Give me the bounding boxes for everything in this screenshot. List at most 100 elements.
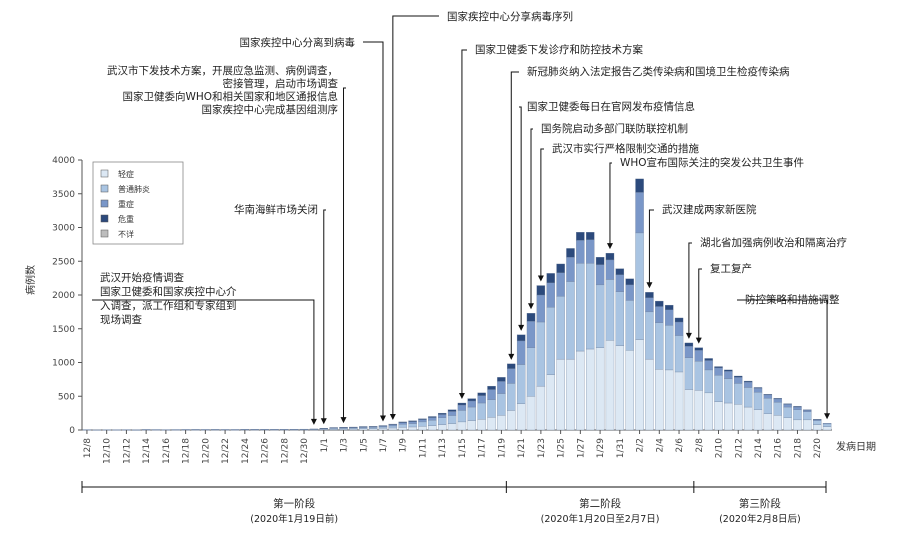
x-tick-label: 12/10 [103,438,113,464]
bar-轻症-1/23 [536,385,546,431]
annotation-leader-1/3 [343,87,346,420]
bar-危重-1/24 [546,273,555,283]
annotation-arrow-2/7 [685,332,692,339]
bar-普通肺炎-1/11 [418,421,427,427]
annotation-arrow-1/30 [606,243,613,250]
annotation-text-1/3: 密接管理，启动市场调查 [223,77,339,90]
legend-swatch-危重 [100,214,109,223]
bar-普通肺炎-2/1 [625,300,634,351]
phase-title: 第三阶段 [739,497,781,510]
annotation-arrow-1/3 [340,417,347,424]
annotation-arrow-2/8 [695,337,702,344]
x-tick-label: 2/12 [734,438,744,458]
annotation-leader-1/22 [530,128,533,306]
annotation-leader-1/21 [519,106,522,327]
bar-危重-2/4 [655,300,664,307]
bar-轻症-1/31 [615,345,625,431]
bar-危重-2/10 [714,366,723,369]
bar-轻症-2/16 [773,414,782,431]
bar-重症-2/12 [734,377,743,384]
bar-危重-1/17 [477,392,486,396]
y-tick-label: 0 [69,426,75,436]
x-tick-label: 2/14 [754,438,764,458]
bar-重症-1/26 [566,257,575,282]
bar-危重-1/19 [497,377,506,382]
bar-重症-2/10 [714,367,723,376]
annotation-arrow-1/23 [537,275,544,282]
annotation-leader-2/3 [648,209,654,285]
x-tick-label: 1/11 [418,438,428,458]
bar-重症-2/18 [793,406,802,410]
bar-重症-12/11 [112,429,121,431]
bar-轻症-2/15 [763,413,773,431]
bar-危重-2/15 [763,394,773,396]
bar-轻症-2/11 [724,402,733,431]
bar-轻症-1/12 [428,425,437,431]
bar-重症-1/25 [556,272,565,297]
x-tick-label: 1/15 [458,438,468,458]
bar-危重-1/6 [368,426,378,427]
x-tick-label: 12/20 [201,438,211,464]
bar-危重-2/7 [684,342,694,347]
bar-危重-1/25 [556,263,565,273]
bar-重症-12/22 [220,429,230,431]
x-tick-label: 12/22 [221,438,231,464]
bar-危重-2/5 [664,304,674,310]
bar-重症-1/18 [487,389,496,400]
bar-重症-1/9 [398,422,407,425]
bar-轻症-1/7 [378,428,388,431]
bar-普通肺炎-2/12 [734,383,743,405]
bar-重症-2/15 [763,394,773,399]
bar-普通肺炎-1/14 [447,415,457,424]
bar-轻症-1/5 [359,428,368,431]
bar-重症-1/10 [408,421,417,424]
x-tick-label: 1/5 [359,438,369,452]
bar-危重-1/26 [566,248,575,258]
bar-重症-2/8 [694,350,703,362]
bar-危重-1/18 [487,385,496,390]
phase-subtitle: (2020年1月20日至2月7日) [541,513,660,525]
bar-普通肺炎-1/7 [378,426,388,429]
bar-危重-1/10 [408,420,417,422]
annotation-arrow-2/3 [646,282,653,289]
bar-重症-2/16 [773,398,782,403]
bar-危重-1/27 [576,232,585,241]
bar-普通肺炎-1/4 [349,427,358,430]
x-tick-label: 12/14 [142,438,152,464]
bar-普通肺炎-2/3 [645,311,654,360]
annotation-arrow-1/1 [320,418,327,425]
legend-swatch-不详 [100,229,109,238]
bar-重症-2/14 [753,387,763,393]
annotation-text-1/1: 华南海鲜市场关闭 [234,203,318,216]
y-tick-label: 2000 [52,291,75,301]
bar-轻症-1/14 [447,423,457,431]
x-tick-label: 1/27 [576,438,586,458]
bar-轻症-1/28 [586,348,595,431]
bar-普通肺炎-2/11 [724,378,733,404]
annotation-text-1/3: 国家疾控中心完成基因组测序 [202,103,339,116]
bar-轻症-1/26 [566,358,575,431]
bar-重症-2/1 [625,284,634,301]
bar-危重-1/15 [457,402,467,406]
bar-重症-12/24 [240,429,250,430]
bar-重症-1/22 [526,321,536,348]
bar-普通肺炎-1/13 [438,417,447,425]
x-tick-label: 2/16 [774,438,784,458]
x-tick-label: 1/9 [399,438,409,453]
x-tick-label: 2/4 [655,438,665,453]
bar-危重-1/11 [418,418,427,420]
legend-swatch-轻症 [100,169,109,178]
annotation-leader-1/30 [609,162,612,246]
bar-轻症-1/22 [526,396,536,431]
legend-swatch-重症 [100,199,109,208]
bar-普通肺炎-1/25 [556,296,565,360]
bar-普通肺炎-1/23 [536,321,546,387]
bar-普通肺炎-2/7 [684,357,694,390]
bar-轻症-1/9 [398,427,407,431]
bar-危重-1/23 [536,285,546,296]
bar-危重-1/30 [605,252,615,261]
bar-危重-1/13 [438,412,447,415]
bar-轻症-1/17 [477,419,486,431]
bar-轻症-2/13 [743,406,753,431]
